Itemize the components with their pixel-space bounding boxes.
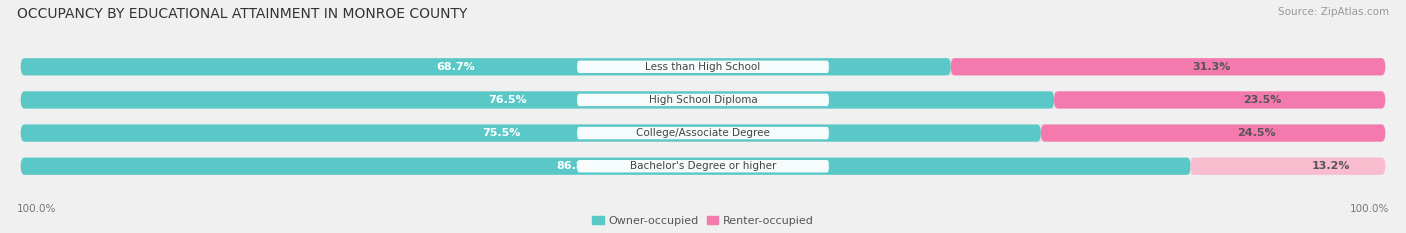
FancyBboxPatch shape (21, 91, 1054, 109)
Text: 75.5%: 75.5% (482, 128, 520, 138)
FancyBboxPatch shape (576, 160, 830, 172)
FancyBboxPatch shape (21, 58, 950, 75)
FancyBboxPatch shape (576, 94, 830, 106)
Text: OCCUPANCY BY EDUCATIONAL ATTAINMENT IN MONROE COUNTY: OCCUPANCY BY EDUCATIONAL ATTAINMENT IN M… (17, 7, 467, 21)
Text: 31.3%: 31.3% (1192, 62, 1230, 72)
FancyBboxPatch shape (1040, 124, 1385, 142)
FancyBboxPatch shape (21, 124, 1385, 142)
Text: Bachelor's Degree or higher: Bachelor's Degree or higher (630, 161, 776, 171)
Text: 68.7%: 68.7% (436, 62, 475, 72)
Text: 86.8%: 86.8% (557, 161, 595, 171)
Text: High School Diploma: High School Diploma (648, 95, 758, 105)
FancyBboxPatch shape (21, 91, 1385, 109)
Legend: Owner-occupied, Renter-occupied: Owner-occupied, Renter-occupied (588, 211, 818, 230)
FancyBboxPatch shape (21, 124, 1040, 142)
FancyBboxPatch shape (21, 58, 1385, 75)
FancyBboxPatch shape (1054, 91, 1385, 109)
FancyBboxPatch shape (1191, 158, 1385, 175)
FancyBboxPatch shape (21, 158, 1385, 175)
Text: 100.0%: 100.0% (1350, 204, 1389, 214)
FancyBboxPatch shape (21, 158, 1191, 175)
Text: 24.5%: 24.5% (1237, 128, 1275, 138)
Text: College/Associate Degree: College/Associate Degree (636, 128, 770, 138)
Text: Less than High School: Less than High School (645, 62, 761, 72)
Text: 76.5%: 76.5% (488, 95, 527, 105)
FancyBboxPatch shape (576, 61, 830, 73)
FancyBboxPatch shape (576, 127, 830, 139)
Text: 23.5%: 23.5% (1243, 95, 1282, 105)
Text: Source: ZipAtlas.com: Source: ZipAtlas.com (1278, 7, 1389, 17)
Text: 13.2%: 13.2% (1312, 161, 1350, 171)
Text: 100.0%: 100.0% (17, 204, 56, 214)
FancyBboxPatch shape (950, 58, 1385, 75)
